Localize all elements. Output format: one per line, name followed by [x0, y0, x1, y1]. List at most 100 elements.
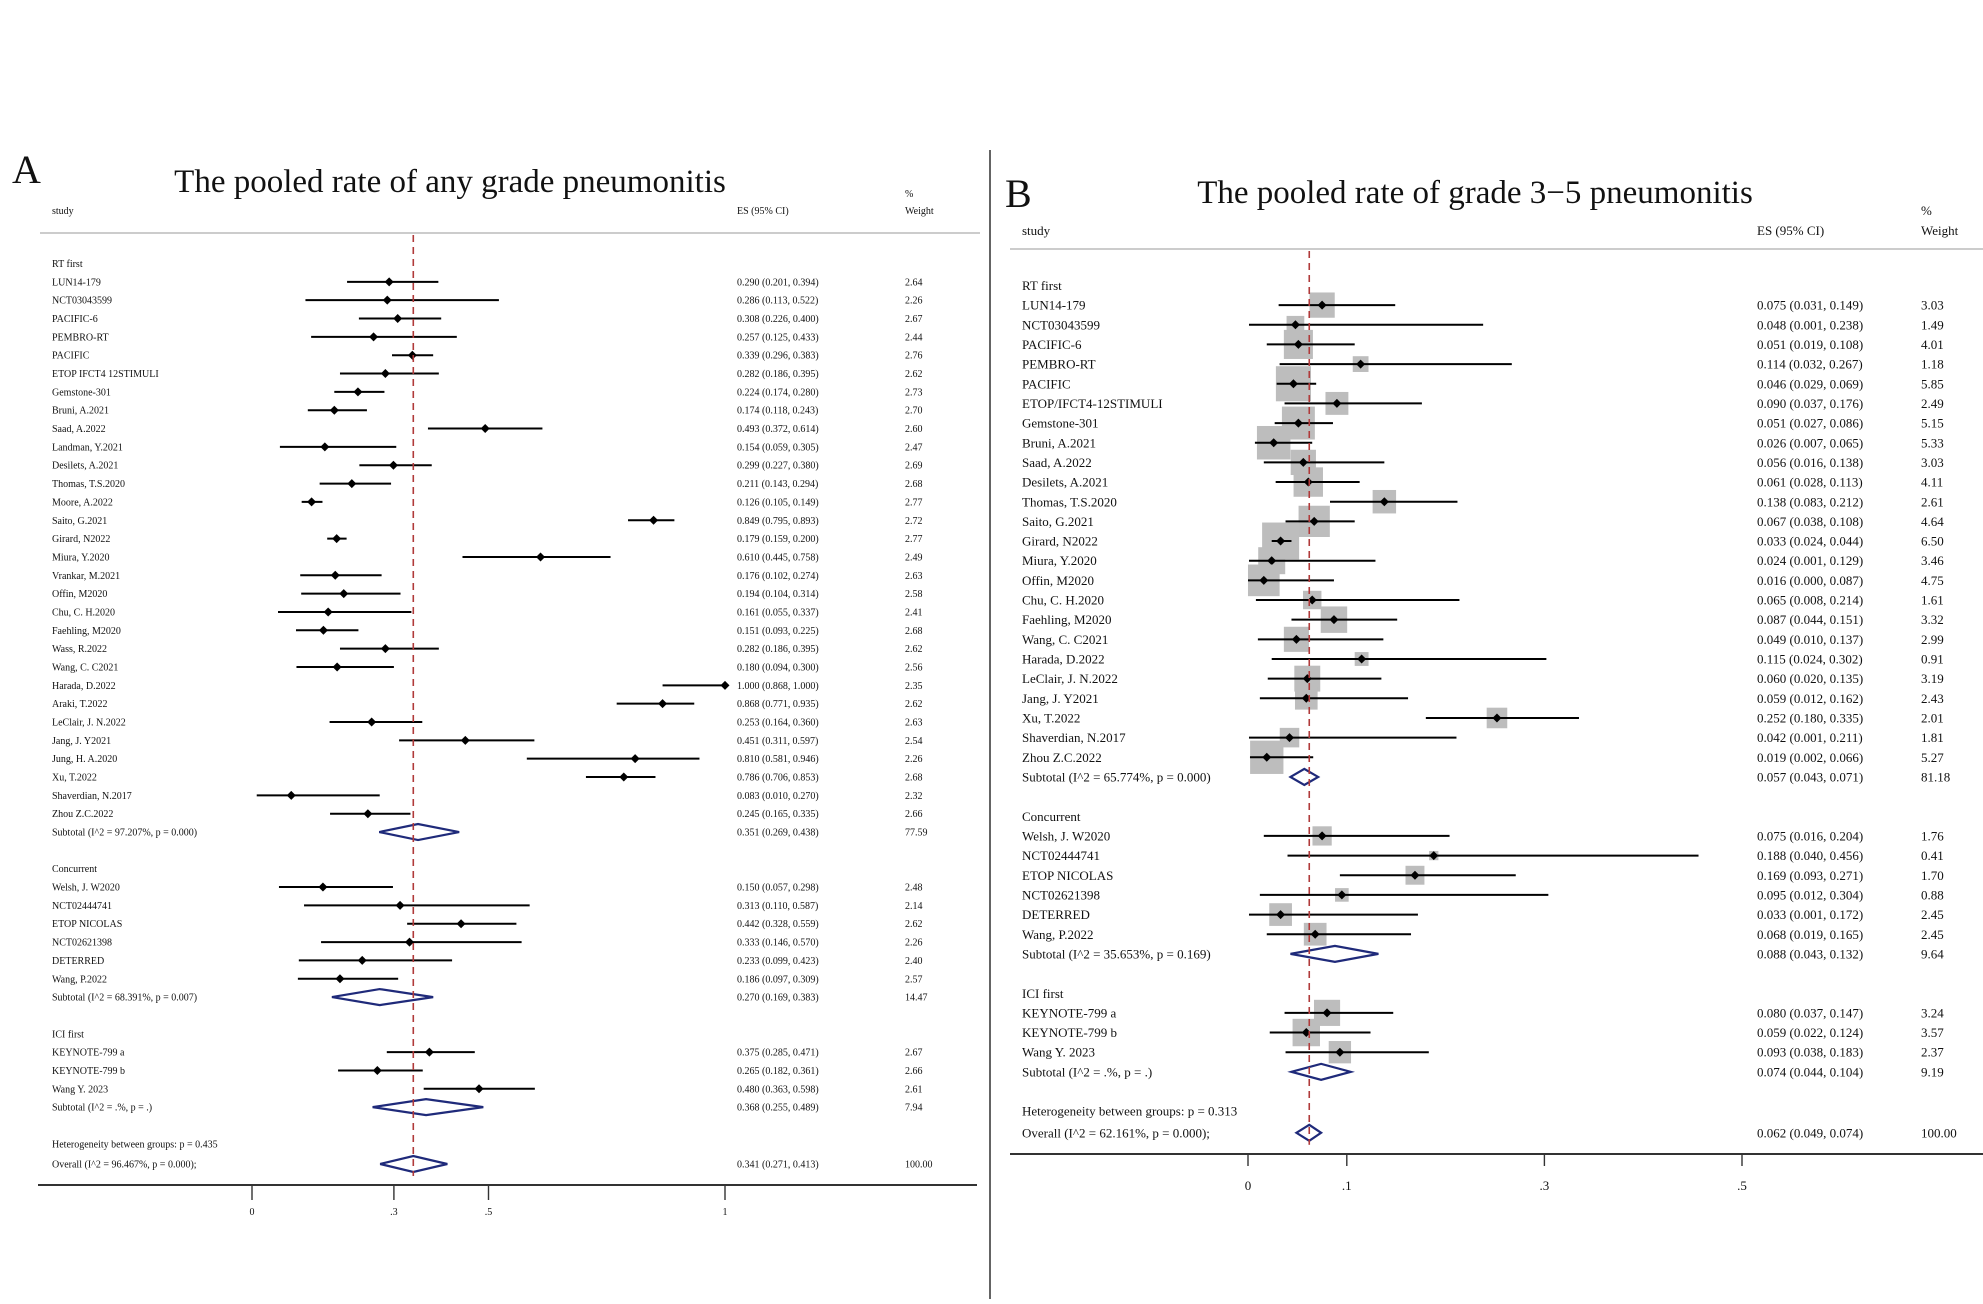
point-estimate	[1262, 752, 1272, 762]
study-name: Faehling, M2020	[52, 626, 121, 637]
subtotal-label: Subtotal (I^2 = .%, p = .)	[52, 1103, 152, 1114]
study-weight: 2.62	[905, 369, 923, 380]
point-estimate	[1317, 300, 1327, 310]
study-weight: 3.46	[1921, 553, 1944, 568]
col-header-pct: %	[905, 189, 913, 200]
study-name: Bruni, A.2021	[1022, 435, 1096, 450]
study-es-ci: 0.026 (0.007, 0.065)	[1757, 435, 1863, 450]
study-name: ETOP NICOLAS	[52, 919, 122, 930]
study-weight: 2.57	[905, 974, 923, 985]
study-es-ci: 0.188 (0.040, 0.456)	[1757, 848, 1863, 863]
study-es-ci: 0.093 (0.038, 0.183)	[1757, 1045, 1863, 1060]
study-name: NCT02444741	[52, 901, 112, 912]
study-name: KEYNOTE-799 a	[52, 1048, 125, 1059]
study-es-ci: 0.068 (0.019, 0.165)	[1757, 927, 1863, 942]
study-weight: 2.68	[905, 479, 923, 490]
study-name: Xu, T.2022	[1022, 711, 1080, 726]
study-weight: 2.26	[905, 296, 923, 307]
study-weight: 4.01	[1921, 337, 1944, 352]
study-weight: 2.63	[905, 718, 923, 729]
study-es-ci: 0.019 (0.002, 0.066)	[1757, 750, 1863, 765]
study-name: Girard, N2022	[1022, 534, 1098, 549]
study-es-ci: 0.174 (0.118, 0.243)	[737, 406, 818, 417]
study-es-ci: 0.257 (0.125, 0.433)	[737, 332, 819, 343]
point-estimate	[1337, 890, 1347, 900]
study-es-ci: 0.194 (0.104, 0.314)	[737, 589, 819, 600]
study-name: Saad, A.2022	[52, 424, 106, 435]
study-weight: 1.70	[1921, 868, 1944, 883]
study-es-ci: 0.060 (0.020, 0.135)	[1757, 671, 1863, 686]
point-estimate	[307, 497, 317, 507]
point-estimate	[388, 460, 398, 470]
study-weight: 2.69	[905, 461, 923, 472]
study-name: KEYNOTE-799 b	[52, 1066, 125, 1077]
study-weight: 2.76	[905, 351, 923, 362]
point-estimate	[332, 662, 342, 672]
point-estimate	[536, 552, 546, 562]
point-estimate	[1410, 870, 1420, 880]
subtotal-weight: 7.94	[905, 1103, 923, 1114]
point-estimate	[1293, 339, 1303, 349]
point-estimate	[1288, 379, 1298, 389]
study-weight: 2.68	[905, 626, 923, 637]
study-weight: 2.14	[905, 901, 923, 912]
subtotal-label: Subtotal (I^2 = 68.391%, p = 0.007)	[52, 993, 197, 1004]
study-name: Landman, Y.2021	[52, 442, 123, 453]
study-es-ci: 0.075 (0.016, 0.204)	[1757, 828, 1863, 843]
overall-weight: 100.00	[1921, 1125, 1957, 1140]
subtotal-weight: 81.18	[1921, 770, 1950, 785]
group-label: ICI first	[1022, 986, 1064, 1001]
study-weight: 3.24	[1921, 1005, 1944, 1020]
study-weight: 2.77	[905, 534, 923, 545]
study-es-ci: 1.000 (0.868, 1.000)	[737, 681, 819, 692]
study-name: Jang, J. Y2021	[52, 736, 111, 747]
study-weight: 2.61	[905, 1084, 923, 1095]
study-name: NCT02621398	[1022, 887, 1100, 902]
heterogeneity-label: Heterogeneity between groups: p = 0.435	[52, 1139, 218, 1150]
study-es-ci: 0.090 (0.037, 0.176)	[1757, 396, 1863, 411]
rows: RT first LUN14-179 0.075 (0.031, 0.149) 3.0…	[1022, 278, 1957, 1143]
study-es-ci: 0.493 (0.372, 0.614)	[737, 424, 819, 435]
study-es-ci: 0.095 (0.012, 0.304)	[1757, 887, 1863, 902]
study-name: LeClair, J. N.2022	[52, 718, 126, 729]
study-weight: 2.62	[905, 919, 923, 930]
point-estimate	[1317, 831, 1327, 841]
study-weight: 2.41	[905, 607, 923, 618]
study-name: Shaverdian, N.2017	[1022, 730, 1126, 745]
study-es-ci: 0.051 (0.019, 0.108)	[1757, 337, 1863, 352]
point-estimate	[1429, 851, 1439, 861]
study-name: Wang, P.2022	[52, 974, 107, 985]
study-weight: 2.43	[1921, 691, 1944, 706]
study-es-ci: 0.033 (0.024, 0.044)	[1757, 534, 1863, 549]
point-estimate	[330, 570, 340, 580]
point-estimate	[320, 442, 330, 452]
overall-es-ci: 0.062 (0.049, 0.074)	[1757, 1125, 1863, 1140]
study-es-ci: 0.138 (0.083, 0.212)	[1757, 494, 1863, 509]
study-weight: 2.60	[905, 424, 923, 435]
study-name: Wang Y. 2023	[1022, 1045, 1095, 1060]
subtotal-es-ci: 0.074 (0.044, 0.104)	[1757, 1064, 1863, 1079]
study-weight: 2.26	[905, 938, 923, 949]
point-estimate	[1298, 457, 1308, 467]
point-estimate	[363, 809, 373, 819]
study-es-ci: 0.211 (0.143, 0.294)	[737, 479, 818, 490]
point-estimate	[1276, 536, 1286, 546]
point-estimate	[456, 919, 466, 929]
point-estimate	[318, 625, 328, 635]
study-weight: 2.73	[905, 387, 923, 398]
study-es-ci: 0.115 (0.024, 0.302)	[1757, 652, 1863, 667]
point-estimate	[1259, 575, 1269, 585]
study-name: PACIFIC-6	[1022, 337, 1082, 352]
study-weight: 2.35	[905, 681, 923, 692]
point-estimate	[1492, 713, 1502, 723]
point-estimate	[424, 1047, 434, 1057]
study-es-ci: 0.308 (0.226, 0.400)	[737, 314, 819, 325]
study-es-ci: 0.150 (0.057, 0.298)	[737, 883, 819, 894]
study-es-ci: 0.067 (0.038, 0.108)	[1757, 514, 1863, 529]
study-name: LeClair, J. N.2022	[1022, 671, 1118, 686]
x-tick-label: .3	[1540, 1178, 1550, 1193]
subtotal-diamond	[1288, 767, 1321, 787]
group-label: RT first	[52, 259, 83, 270]
study-weight: 2.45	[1921, 927, 1944, 942]
